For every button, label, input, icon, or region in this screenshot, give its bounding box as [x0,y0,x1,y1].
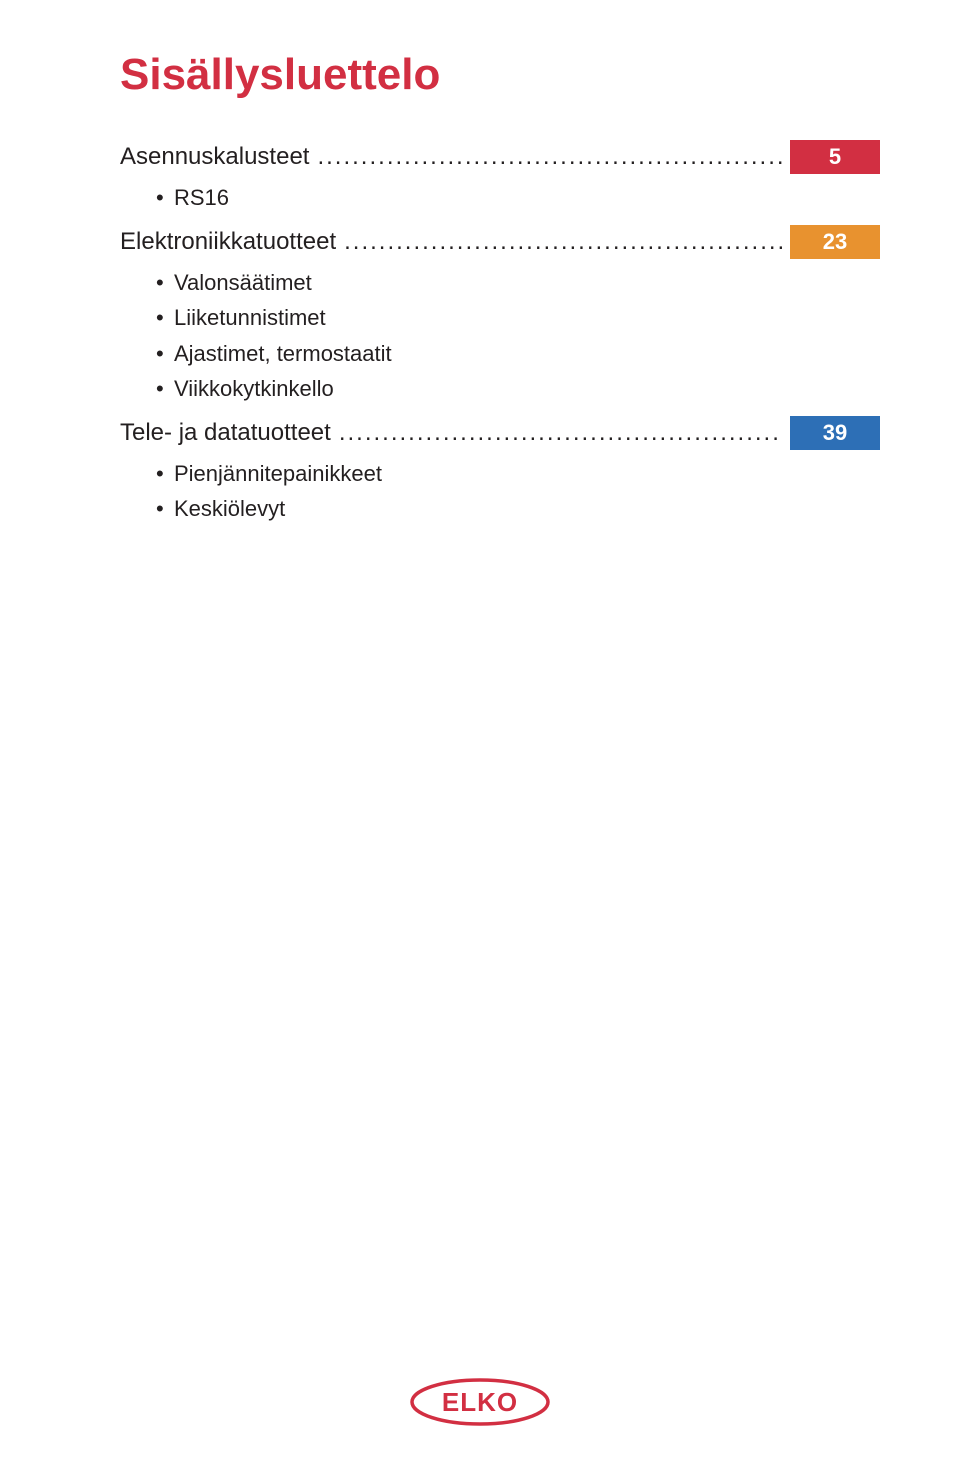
toc-dots [339,419,782,447]
page-title: Sisällysluettelo [120,50,880,100]
toc-bullets: RS16 [120,180,880,215]
toc-row: Elektroniikkatuotteet 23 [120,225,880,259]
toc-label: Asennuskalusteet [120,143,309,171]
toc-bullet-item: Ajastimet, termostaatit [156,336,880,371]
page-badge: 39 [790,416,880,450]
toc-dots [344,228,782,256]
logo-text: ELKO [442,1387,518,1417]
toc-bullet-item: Viikkokytkinkello [156,371,880,406]
toc-bullets: Valonsäätimet Liiketunnistimet Ajastimet… [120,265,880,406]
toc-label: Elektroniikkatuotteet [120,228,336,256]
toc-bullet-item: Liiketunnistimet [156,300,880,335]
table-of-contents: Asennuskalusteet 5 RS16 Elektroniikkatuo… [120,140,880,526]
footer-logo: ELKO [410,1378,550,1431]
page-container: Sisällysluettelo Asennuskalusteet 5 RS16… [0,0,960,1471]
toc-bullet-item: RS16 [156,180,880,215]
elko-logo-icon: ELKO [410,1378,550,1426]
toc-bullet-item: Pienjännitepainikkeet [156,456,880,491]
toc-dots [317,143,782,171]
toc-label: Tele- ja datatuotteet [120,419,331,447]
toc-bullet-item: Valonsäätimet [156,265,880,300]
toc-bullet-item: Keskiölevyt [156,491,880,526]
page-badge: 23 [790,225,880,259]
toc-row: Asennuskalusteet 5 [120,140,880,174]
page-badge: 5 [790,140,880,174]
toc-row: Tele- ja datatuotteet 39 [120,416,880,450]
toc-bullets: Pienjännitepainikkeet Keskiölevyt [120,456,880,526]
